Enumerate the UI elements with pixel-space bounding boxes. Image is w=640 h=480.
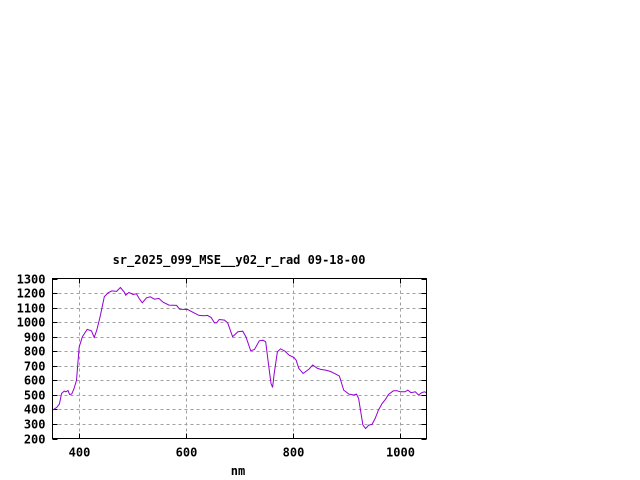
y-tick-label: 500: [24, 389, 46, 403]
x-tick-label: 1000: [386, 446, 415, 460]
y-tick-label: 300: [24, 418, 46, 432]
ticks: 2003004005006007008009001000110012001300…: [17, 273, 427, 460]
y-tick-label: 1200: [17, 287, 46, 301]
series-line: [52, 286, 427, 430]
y-tick-label: 600: [24, 374, 46, 388]
y-tick-label: 200: [24, 433, 46, 447]
x-tick-label: 400: [69, 446, 91, 460]
y-tick-label: 1000: [17, 316, 46, 330]
x-axis-label: nm: [231, 464, 245, 478]
y-tick-label: 1300: [17, 273, 46, 287]
grid: [52, 278, 427, 439]
y-tick-label: 700: [24, 360, 46, 374]
plot-frame: [52, 278, 427, 439]
chart-title: sr_2025_099_MSE__y02_r_rad 09-18-00: [113, 253, 366, 268]
x-tick-label: 600: [176, 446, 198, 460]
y-tick-label: 400: [24, 403, 46, 417]
x-tick-label: 800: [283, 446, 305, 460]
y-tick-label: 800: [24, 345, 46, 359]
y-tick-label: 900: [24, 331, 46, 345]
y-tick-label: 1100: [17, 302, 46, 316]
